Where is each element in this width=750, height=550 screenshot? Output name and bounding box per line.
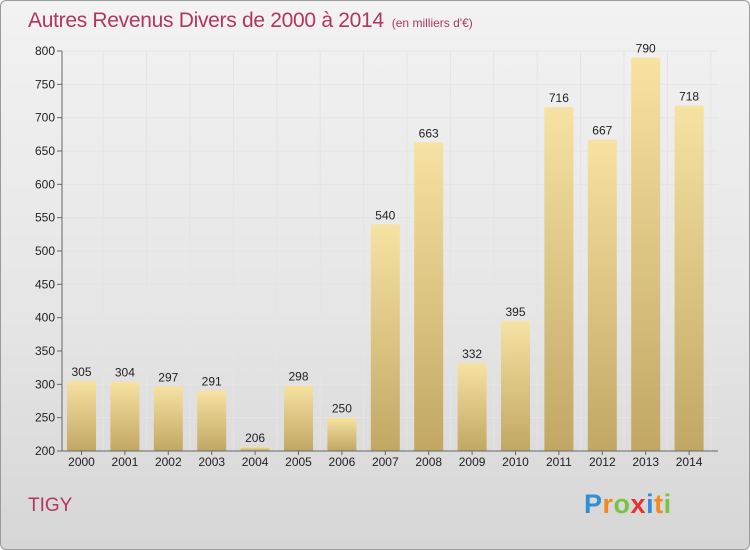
x-tick-label-2013: 2013: [632, 455, 659, 469]
logo-letter: r: [602, 489, 614, 519]
data-label-2012: 667: [592, 124, 612, 138]
x-tick-label-2014: 2014: [676, 455, 703, 469]
y-tick-label: 800: [35, 44, 55, 58]
bar-2002: [153, 386, 183, 451]
x-tick-label-2011: 2011: [546, 455, 572, 469]
y-tick-label: 450: [35, 277, 55, 291]
data-label-2011: 716: [549, 91, 569, 105]
x-tick-label-2006: 2006: [329, 455, 356, 469]
x-tick-label-2003: 2003: [198, 455, 225, 469]
bar-2013: [631, 57, 661, 452]
y-tick-label: 650: [35, 144, 55, 158]
y-tick-label: 400: [35, 311, 55, 325]
bar-2006: [327, 417, 357, 451]
bar-2008: [414, 142, 444, 452]
bars: [67, 57, 704, 452]
x-tick-label-2000: 2000: [68, 455, 95, 469]
x-tick-label-2005: 2005: [285, 455, 312, 469]
bar-2012: [587, 139, 617, 451]
y-tick-label: 700: [35, 111, 55, 125]
data-label-2010: 395: [505, 305, 525, 319]
data-label-2000: 305: [71, 365, 91, 379]
y-tick-label: 600: [35, 177, 55, 191]
data-label-2008: 663: [419, 126, 439, 140]
bar-2009: [457, 363, 487, 451]
x-tick-label-2009: 2009: [459, 455, 486, 469]
data-label-2009: 332: [462, 347, 482, 361]
bar-2014: [674, 105, 704, 452]
logo-letter: i: [646, 489, 655, 519]
bar-2011: [544, 107, 574, 451]
bar-2000: [67, 381, 96, 451]
x-tick-label-2012: 2012: [589, 455, 616, 469]
chart-title-text: Autres Revenus Divers de 2000 à 2014: [28, 9, 384, 32]
logo-letter: P: [584, 489, 603, 519]
labels: 200 250 300 350 400 450 500 550 600 650 700 750 800 3…: [35, 42, 703, 469]
logo-letter: o: [613, 489, 631, 519]
data-label-2004: 206: [245, 431, 265, 445]
data-label-2001: 304: [115, 366, 135, 380]
logo-letter: i: [663, 489, 672, 519]
logo-letter: t: [654, 489, 664, 519]
y-tick-label: 300: [35, 377, 55, 391]
y-tick-label: 350: [35, 344, 55, 358]
y-tick-label: 200: [35, 444, 55, 458]
data-label-2005: 298: [288, 370, 308, 384]
y-tick-label: 550: [35, 211, 55, 225]
data-label-2007: 540: [375, 208, 395, 222]
x-tick-label-2007: 2007: [372, 455, 399, 469]
y-tick-label: 500: [35, 244, 55, 258]
bar-2005: [284, 385, 313, 451]
data-label-2006: 250: [332, 402, 352, 416]
bar-2010: [501, 321, 530, 451]
x-tick-label-2002: 2002: [155, 455, 182, 469]
y-tick-label: 250: [35, 411, 55, 425]
x-tick-label-2001: 2001: [112, 455, 139, 469]
x-tick-label-2004: 2004: [242, 455, 269, 469]
axes: [57, 50, 718, 455]
y-tick-label: 750: [35, 77, 55, 91]
data-label-2014: 718: [679, 90, 699, 104]
logo-letter: x: [630, 489, 647, 519]
bar-2003: [197, 390, 227, 451]
x-tick-label-2008: 2008: [415, 455, 442, 469]
data-label-2013: 790: [636, 42, 656, 56]
proxiti-logo: Proxiti: [584, 489, 672, 520]
x-tick-label-2010: 2010: [502, 455, 529, 469]
bar-2004: [240, 447, 270, 451]
chart-subtitle: (en milliers d'€): [391, 16, 473, 30]
chart-title: Autres Revenus Divers de 2000 à 2014 (en …: [28, 9, 473, 33]
data-label-2003: 291: [202, 374, 222, 388]
location-label: TIGY: [28, 495, 73, 516]
bar-2001: [110, 381, 140, 451]
data-label-2002: 297: [158, 370, 178, 384]
bar-2007: [370, 224, 400, 451]
